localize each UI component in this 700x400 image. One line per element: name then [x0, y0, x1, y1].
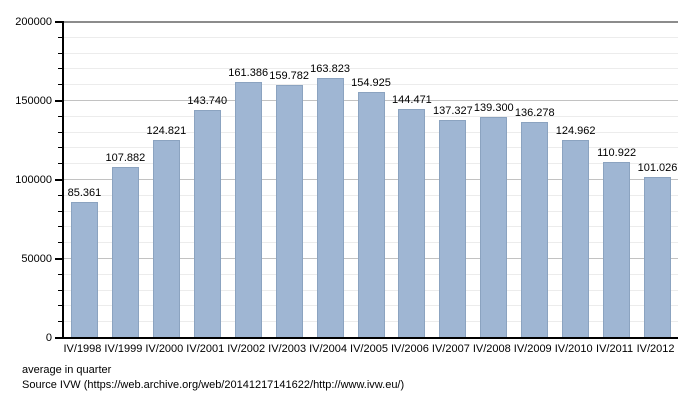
bar-IV/2001: [194, 110, 221, 337]
x-tick-label: IV/2012: [636, 343, 675, 355]
y-minor-tick: [58, 211, 62, 212]
bar-IV/1998: [71, 202, 98, 337]
bar-IV/2012: [644, 177, 671, 337]
y-tick-label: 150000: [15, 95, 52, 107]
x-tick-label: IV/2002: [227, 343, 266, 355]
y-minor-tick: [58, 195, 62, 196]
y-major-tick: [55, 179, 62, 181]
x-tick-label: IV/2004: [309, 343, 348, 355]
bar-IV/2006: [398, 109, 425, 337]
x-tick-label: IV/2000: [145, 343, 184, 355]
x-tick-label: IV/2003: [268, 343, 307, 355]
x-tick-label: IV/2006: [390, 343, 429, 355]
bar-value-label: 163.823: [310, 63, 350, 75]
y-minor-tick: [58, 290, 62, 291]
chart-note: average in quarter: [22, 364, 112, 376]
bar-IV/2002: [235, 82, 262, 337]
y-minor-tick: [58, 226, 62, 227]
x-tick-label: IV/2011: [596, 343, 634, 355]
bar-value-label: 137.327: [432, 105, 473, 117]
y-major-tick: [55, 337, 62, 339]
bar-IV/2011: [603, 162, 630, 337]
x-tick-label: IV/1998: [63, 343, 102, 355]
x-tick-label: IV/2005: [350, 343, 388, 355]
y-tick-label: 100000: [15, 174, 52, 186]
chart-source: Source IVW (https://web.archive.org/web/…: [22, 379, 405, 391]
bar-value-label: 154.925: [351, 77, 391, 89]
bar-value-label: 124.962: [555, 125, 596, 137]
y-tick-label: 200000: [15, 16, 52, 28]
y-tick-label: 50000: [21, 253, 52, 265]
x-tick-label: IV/2008: [472, 343, 511, 355]
y-minor-tick: [58, 68, 62, 69]
minor-gridline: [64, 68, 678, 69]
bar-value-label: 144.471: [392, 94, 432, 106]
bar-value-label: 136.278: [514, 107, 555, 119]
bar-value-label: 110.922: [597, 147, 637, 159]
bar-IV/2003: [276, 85, 303, 337]
bar-value-label: 107.882: [105, 152, 146, 164]
y-minor-tick: [58, 242, 62, 243]
chart-footer: average in quarter Source IVW (https://w…: [22, 363, 404, 393]
bar-IV/2007: [439, 120, 466, 337]
y-major-tick: [55, 21, 62, 23]
bar-IV/2004: [317, 78, 344, 337]
minor-gridline: [64, 37, 678, 38]
y-major-tick: [55, 100, 62, 102]
x-tick-label: IV/1999: [104, 343, 143, 355]
y-minor-tick: [58, 305, 62, 306]
y-minor-tick: [58, 321, 62, 322]
y-minor-tick: [58, 132, 62, 133]
bar-IV/1999: [112, 167, 139, 337]
bar-value-label: 124.821: [146, 125, 187, 137]
x-tick-label: IV/2009: [513, 343, 552, 355]
y-tick-label: 0: [45, 332, 52, 344]
y-major-tick: [55, 258, 62, 260]
minor-gridline: [64, 84, 678, 85]
y-minor-tick: [58, 84, 62, 85]
x-tick-label: IV/2007: [431, 343, 470, 355]
y-minor-tick: [58, 147, 62, 148]
bar-IV/2000: [153, 140, 180, 337]
bar-IV/2010: [562, 140, 589, 337]
y-minor-tick: [58, 163, 62, 164]
bar-IV/2008: [480, 117, 507, 337]
bar-value-label: 161.386: [228, 67, 269, 79]
plot-area: 85.361 107.882 124.821 143.740 161.386 159.78…: [62, 21, 678, 339]
bar-IV/2005: [358, 92, 385, 337]
bar-value-label: 139.300: [473, 102, 514, 114]
y-minor-tick: [58, 53, 62, 54]
y-minor-tick: [58, 116, 62, 117]
y-minor-tick: [58, 274, 62, 275]
major-gridline: [64, 21, 678, 23]
bar-value-label: 101.026: [637, 162, 678, 174]
bar-value-label: 85.361: [67, 187, 102, 199]
bar-value-label: 159.782: [269, 70, 310, 82]
minor-gridline: [64, 53, 678, 54]
bar-IV/2009: [521, 122, 548, 337]
x-tick-label: IV/2010: [554, 343, 593, 355]
bar-value-label: 143.740: [187, 95, 228, 107]
y-minor-tick: [58, 37, 62, 38]
x-tick-label: IV/2001: [186, 343, 225, 355]
